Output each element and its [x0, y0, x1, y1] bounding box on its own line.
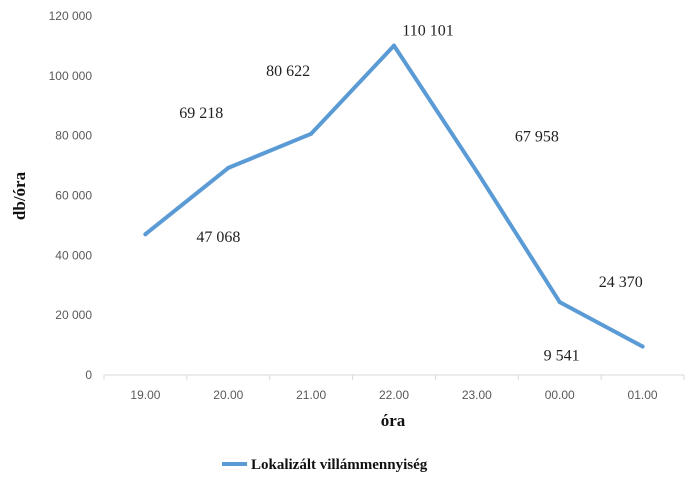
data-points [143, 43, 645, 349]
x-tick-label: 01.00 [628, 388, 658, 402]
x-tick-label: 20.00 [213, 388, 243, 402]
x-tick-label: 23.00 [462, 388, 492, 402]
y-tick-label: 100 000 [49, 69, 93, 83]
series-line [143, 43, 645, 349]
y-axis-ticks: 0 20 000 40 000 60 000 80 000 100 000 120 000 [49, 9, 93, 382]
data-label: 69 218 [179, 105, 223, 122]
legend-label: Lokalizált villámmennyiség [251, 457, 428, 473]
y-tick-label: 20 000 [55, 308, 92, 322]
y-axis-title: db/óra [10, 171, 29, 220]
data-label: 24 370 [599, 274, 643, 291]
data-point [143, 232, 148, 237]
y-tick-label: 60 000 [55, 189, 92, 203]
data-point [474, 169, 479, 174]
data-point [309, 131, 314, 136]
x-axis-title: óra [381, 411, 406, 430]
data-point [557, 300, 562, 305]
data-label: 80 622 [266, 63, 310, 80]
y-tick-label: 0 [85, 368, 92, 382]
data-label: 47 068 [196, 229, 240, 246]
data-labels: 47 068 69 218 80 622 110 101 67 958 24 370 9 5… [179, 23, 642, 365]
x-axis-ticks: 19.00 20.00 21.00 22.00 23.00 00.00 01.00 [103, 375, 685, 402]
x-tick-label: 21.00 [296, 388, 326, 402]
data-point [226, 165, 231, 170]
x-tick-label: 19.00 [130, 388, 160, 402]
data-label: 67 958 [515, 129, 559, 146]
y-tick-label: 120 000 [49, 9, 93, 23]
data-point [640, 344, 645, 349]
legend: Lokalizált villámmennyiség [222, 457, 428, 473]
data-label: 110 101 [402, 23, 453, 40]
y-tick-label: 40 000 [55, 248, 92, 262]
data-point [392, 43, 396, 48]
x-tick-label: 22.00 [379, 388, 409, 402]
data-label: 9 541 [544, 347, 580, 364]
x-tick-label: 00.00 [545, 388, 575, 402]
y-tick-label: 80 000 [55, 129, 92, 143]
